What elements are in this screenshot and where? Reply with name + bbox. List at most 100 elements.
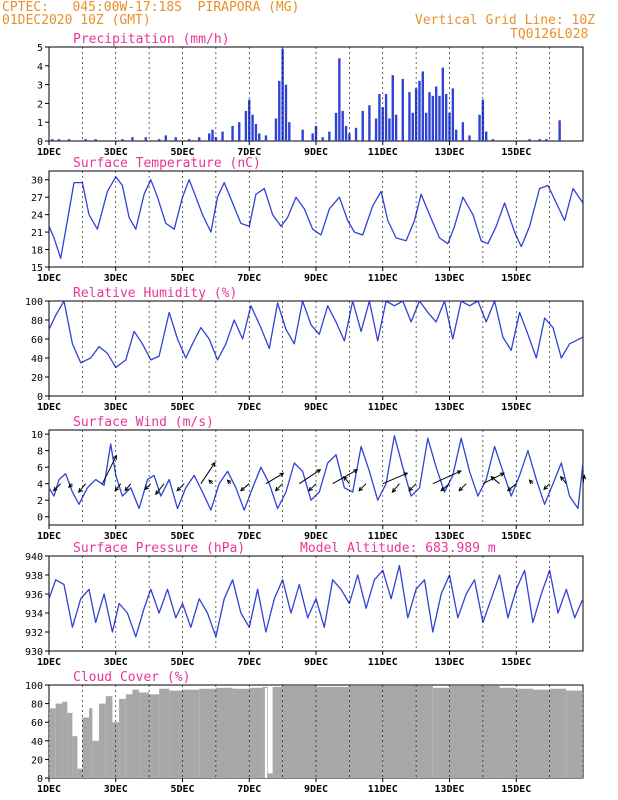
wind-vector-head	[353, 469, 359, 474]
pres-title: Surface Pressure (hPa)	[73, 541, 245, 556]
cloud-area-segment	[316, 686, 350, 778]
temp-y-tick-label: 27	[31, 193, 43, 204]
precip-bar	[368, 105, 371, 141]
precip-bar	[444, 94, 448, 141]
precip-bar	[411, 112, 414, 141]
wind-vector	[265, 472, 284, 485]
wind-vector	[458, 483, 467, 492]
wind-vector	[114, 483, 122, 492]
rh-x-tick-label: 9DEC	[304, 402, 328, 413]
precip-bar	[84, 139, 87, 141]
wind-vector-head	[68, 483, 73, 488]
temp-y-tick-label: 21	[31, 228, 43, 239]
pres-x-tick-label: 13DEC	[434, 657, 464, 668]
precip-bar	[391, 75, 394, 141]
precip-title: Precipitation (mm/h)	[73, 32, 230, 47]
precip-x-tick-label: 9DEC	[304, 147, 328, 158]
precip-bar	[334, 112, 338, 141]
header-model-code: TQ0126L028	[510, 27, 589, 42]
precip-bar	[231, 125, 234, 141]
precip-bar	[131, 137, 134, 141]
header-grid-note: Vertical Grid Line: 10Z	[415, 13, 596, 28]
wind-vector-head	[308, 486, 313, 492]
precip-bar	[187, 139, 191, 141]
cloud-title: Cloud Cover (%)	[73, 670, 190, 685]
cloud-area-segment	[566, 690, 583, 778]
pres-x-tick-label: 15DEC	[501, 657, 531, 668]
wind-vector	[440, 483, 450, 492]
precip-bar	[424, 112, 428, 141]
wind-vector-head	[52, 486, 58, 492]
cloud-x-tick-label: 9DEC	[304, 784, 328, 795]
cloud-area-segment	[267, 773, 273, 778]
wind-vector-head	[528, 479, 534, 485]
wind-vector	[490, 476, 500, 485]
wind-vector-head	[543, 485, 548, 491]
precip-bar	[258, 133, 261, 141]
precip-bar	[214, 137, 218, 141]
cloud-area-segment	[72, 736, 78, 778]
pres-x-tick-label: 11DEC	[368, 657, 398, 668]
wind-vector	[560, 476, 567, 485]
wind-vector	[200, 462, 216, 484]
wind-series-line	[48, 435, 584, 511]
precip-bar	[288, 122, 291, 141]
wind-vector-head	[240, 486, 245, 492]
temp-series-line	[48, 176, 584, 259]
wind-x-tick-label: 7DEC	[237, 531, 261, 542]
precip-bar	[431, 95, 435, 141]
cloud-area-segment	[55, 703, 63, 778]
wind-vector	[343, 476, 350, 485]
wind-vector	[144, 483, 152, 490]
temp-x-tick-label: 7DEC	[237, 273, 261, 284]
wind-x-tick-label: 3DEC	[104, 531, 128, 542]
cloud-area-segment	[139, 692, 150, 778]
cloud-area-segment	[215, 687, 233, 778]
wind-vector	[408, 483, 417, 492]
cloud-area-segment	[499, 687, 517, 778]
pres-y-tick-label: 934	[25, 609, 43, 620]
rh-x-tick-label: 3DEC	[104, 402, 128, 413]
wind-vector-head	[560, 475, 565, 481]
wind-x-tick-label: 13DEC	[434, 531, 464, 542]
wind-vector-head	[507, 486, 512, 492]
cloud-area-segment	[382, 685, 417, 778]
rh-y-tick-label: 100	[25, 297, 43, 308]
wind-vector	[240, 483, 250, 492]
precip-y-tick-label: 3	[37, 81, 43, 92]
precip-bar	[421, 71, 424, 141]
precip-x-tick-label: 1DEC	[37, 147, 61, 158]
cloud-area-segment	[62, 701, 68, 778]
cloud-area-segment	[119, 698, 126, 778]
wind-y-tick-label: 8	[37, 447, 43, 458]
precip-bar	[244, 110, 248, 141]
precip-bar	[157, 139, 161, 141]
cloud-area-segment	[77, 768, 83, 778]
precip-bar	[338, 58, 341, 141]
rh-title: Relative Humidity (%)	[73, 286, 237, 301]
precip-bar	[254, 124, 258, 141]
wind-vector	[299, 469, 321, 485]
wind-vector	[382, 472, 408, 485]
wind-vector	[582, 475, 585, 484]
precip-bar	[238, 122, 241, 141]
temp-y-tick-label: 18	[31, 246, 43, 257]
precip-bar	[248, 99, 251, 141]
precip-bar	[408, 92, 411, 141]
wind-vector-head	[490, 475, 496, 481]
precip-bar	[278, 80, 281, 141]
wind-vector	[101, 455, 117, 484]
wind-vector-head	[499, 472, 505, 477]
precip-bar	[428, 92, 431, 141]
precip-bar	[251, 114, 254, 141]
wind-vector-head	[78, 488, 83, 493]
cloud-area-segment	[169, 690, 183, 778]
cloud-area-segment	[149, 694, 160, 778]
wind-x-tick-label: 5DEC	[170, 531, 194, 542]
temp-x-tick-label: 3DEC	[104, 273, 128, 284]
pres-y-tick-label: 940	[25, 552, 43, 563]
wind-vector-head	[279, 472, 285, 477]
cloud-area-segment	[349, 685, 383, 778]
wind-vector-head	[211, 461, 216, 467]
precip-x-tick-label: 7DEC	[237, 147, 261, 158]
